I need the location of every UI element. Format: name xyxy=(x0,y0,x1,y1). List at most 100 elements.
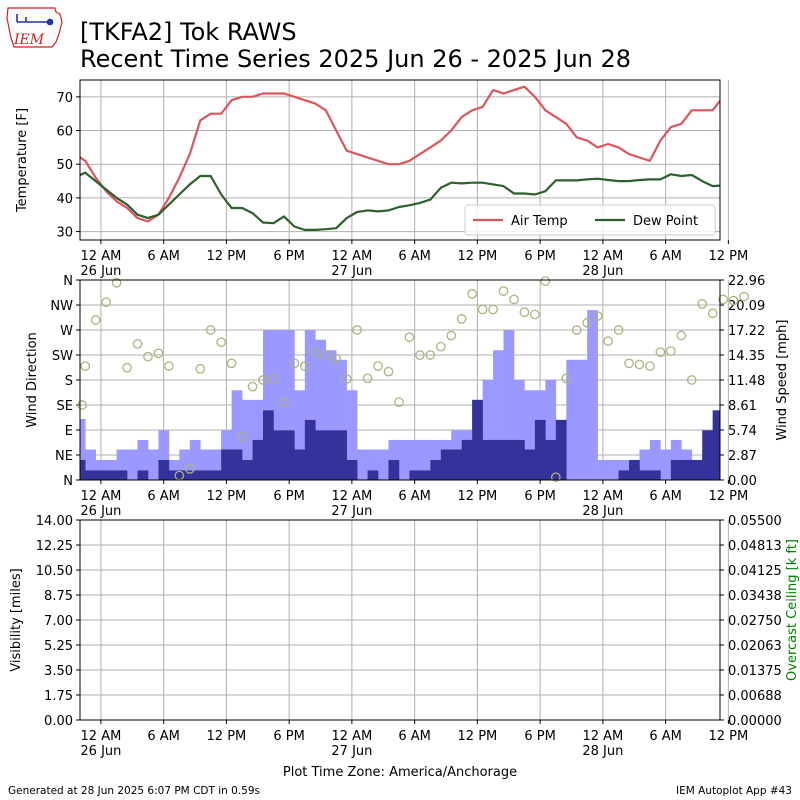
x-tick-label: 12 PM xyxy=(458,729,498,744)
x-tick-label: 6 AM xyxy=(398,729,431,744)
direction-point xyxy=(404,332,415,343)
speed-bar xyxy=(242,459,253,480)
x-tick-date-label: 26 Jun xyxy=(80,264,121,279)
visibility-axis-label: Visibility [miles] xyxy=(9,568,24,671)
direction-point xyxy=(111,277,122,288)
direction-point xyxy=(446,330,457,341)
gust-bar xyxy=(513,379,525,480)
x-tick-date-label: 27 Jun xyxy=(331,744,372,759)
direction-point xyxy=(373,361,383,371)
ceiling-tick-label: 0.00000 xyxy=(728,714,782,729)
direction-tick-label: S xyxy=(65,374,73,389)
x-tick-label: 6 AM xyxy=(649,729,682,744)
x-tick-label: 12 PM xyxy=(458,249,498,264)
y-tick-label: 30 xyxy=(56,226,73,241)
direction-point xyxy=(624,358,634,369)
x-tick-date-label: 28 Jun xyxy=(582,744,623,759)
speed-bar xyxy=(534,419,546,480)
ceiling-tick-label: 0.03438 xyxy=(728,589,782,604)
x-tick-label: 12 PM xyxy=(708,249,748,264)
x-tick-label: 12 AM xyxy=(582,249,623,264)
visibility-tick-label: 3.50 xyxy=(44,664,73,679)
speed-bar xyxy=(618,470,630,480)
visibility-tick-label: 7.00 xyxy=(44,614,73,629)
speed-bar xyxy=(210,470,222,480)
speed-bar xyxy=(179,470,191,480)
ceiling-tick-label: 0.02750 xyxy=(728,614,782,629)
direction-axis-label: Wind Direction xyxy=(25,332,40,428)
speed-bar xyxy=(681,459,693,480)
gust-bar xyxy=(336,359,347,480)
gust-bar xyxy=(524,390,536,480)
chart-subtitle: Recent Time Series 2025 Jun 26 - 2025 Ju… xyxy=(80,45,631,73)
direction-point xyxy=(509,294,519,305)
speed-bar xyxy=(116,470,128,480)
gust-bar xyxy=(378,449,389,480)
speed-bar xyxy=(503,439,515,480)
direction-point xyxy=(80,361,91,371)
direction-point xyxy=(686,375,697,385)
speed-bar xyxy=(273,430,285,480)
x-tick-label: 6 PM xyxy=(524,729,555,744)
x-tick-label: 12 PM xyxy=(207,489,247,504)
ceiling-axis-label: Overcast Ceiling [k ft] xyxy=(785,539,800,681)
y-axis-label: Temperature [F] xyxy=(15,108,30,213)
direction-point xyxy=(143,351,153,362)
x-tick-label: 12 AM xyxy=(81,489,122,504)
gust-bar xyxy=(503,330,515,480)
wind-bars xyxy=(80,310,720,480)
speed-bar xyxy=(158,459,170,480)
speed-bar xyxy=(231,449,243,480)
direction-point xyxy=(655,347,666,358)
direction-point xyxy=(467,289,478,299)
app-label: IEM Autoplot App #43 xyxy=(676,785,792,797)
direction-point xyxy=(164,361,174,371)
x-tick-label: 12 AM xyxy=(81,729,122,744)
direction-point xyxy=(268,374,279,384)
direction-point xyxy=(634,359,645,370)
gust-bar xyxy=(493,350,504,480)
visibility-tick-label: 12.25 xyxy=(36,539,73,554)
gust-bar xyxy=(419,439,431,480)
visibility-tick-label: 10.50 xyxy=(36,564,73,579)
speed-bar xyxy=(482,439,494,480)
x-tick-label: 6 PM xyxy=(273,249,304,264)
x-tick-date-label: 26 Jun xyxy=(80,504,121,519)
direction-tick-label: E xyxy=(65,424,73,439)
direction-point xyxy=(237,431,247,442)
speed-bar xyxy=(555,419,567,480)
x-tick-date-label: 28 Jun xyxy=(582,264,623,279)
direction-point xyxy=(258,375,268,385)
panel-frame xyxy=(79,79,721,241)
speed-tick-label: 5.74 xyxy=(728,424,757,439)
gust-bar xyxy=(179,449,191,480)
visibility-panel: 0.00 1.75 3.50 5.25 7.00 8.75 10.50 12.25 14.00 0… xyxy=(9,514,800,759)
speed-bar xyxy=(346,459,358,480)
gust-bar xyxy=(252,399,264,480)
x-tick-label: 6 AM xyxy=(147,249,180,264)
visibility-tick-label: 5.25 xyxy=(44,639,73,654)
generated-note: Generated at 28 Jun 2025 6:07 PM CDT in … xyxy=(8,785,260,797)
gust-bar xyxy=(106,459,117,480)
gust-bar xyxy=(242,399,253,480)
direction-point xyxy=(331,354,342,364)
direction-point xyxy=(561,373,572,384)
speed-tick-label: 20.09 xyxy=(728,299,765,314)
visibility-tick-label: 8.75 xyxy=(44,589,73,604)
direction-point xyxy=(425,350,436,360)
direction-point xyxy=(77,400,87,410)
dew-point-line xyxy=(80,171,720,231)
x-tick-label: 6 AM xyxy=(398,249,431,264)
direction-point xyxy=(299,361,310,371)
speed-bar xyxy=(336,430,347,480)
legend-box xyxy=(464,204,716,236)
direction-point xyxy=(394,397,404,408)
speed-tick-label: 11.48 xyxy=(728,374,765,389)
direction-point xyxy=(435,341,446,352)
direction-point xyxy=(739,291,749,302)
gust-bar xyxy=(116,449,128,480)
speed-bar xyxy=(85,470,96,480)
x-tick-label: 12 AM xyxy=(331,489,372,504)
direction-point xyxy=(477,304,488,315)
